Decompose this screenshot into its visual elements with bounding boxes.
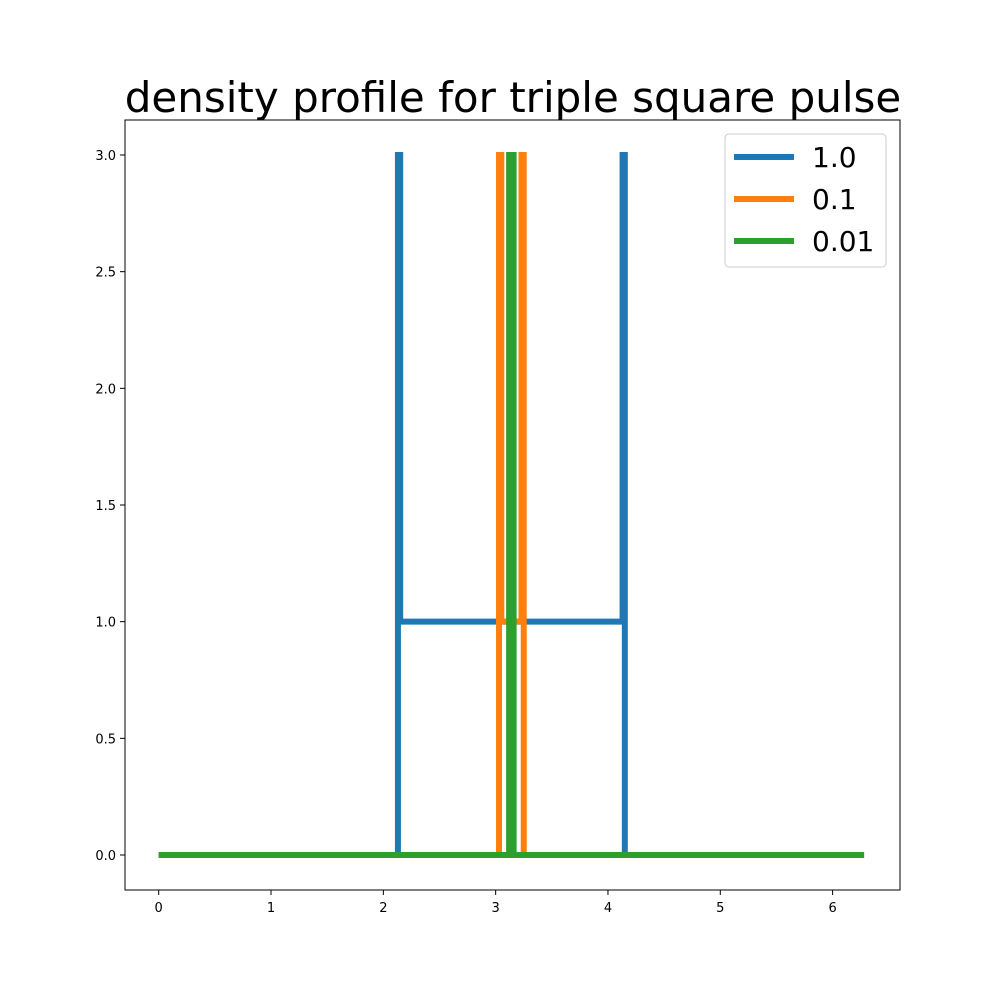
y-tick-label: 2.0: [95, 382, 116, 397]
x-tick-label: 3: [492, 901, 500, 916]
legend-label-2: 0.01: [812, 225, 874, 258]
x-tick-label: 1: [267, 901, 275, 916]
y-tick-label: 0.0: [95, 849, 116, 864]
x-tick-label: 5: [716, 901, 724, 916]
x-tick-label: 6: [828, 901, 836, 916]
x-tick-label: 0: [155, 901, 163, 916]
legend-label-0: 1.0: [812, 141, 857, 174]
x-tick-label: 4: [604, 901, 612, 916]
legend-box: [724, 133, 887, 268]
y-tick-label: 1.5: [95, 499, 116, 514]
legend: 1.0 0.1 0.01: [724, 133, 887, 268]
y-tick-label: 3.0: [95, 149, 116, 164]
x-tick-label: 2: [379, 901, 387, 916]
series-line-2: [158, 152, 865, 858]
legend-label-1: 0.1: [812, 183, 857, 216]
chart-title: density profile for triple square pulse: [125, 73, 902, 122]
y-tick-label: 1.0: [95, 616, 116, 631]
y-tick-label: 2.5: [95, 266, 116, 281]
y-tick-label: 0.5: [95, 732, 116, 747]
